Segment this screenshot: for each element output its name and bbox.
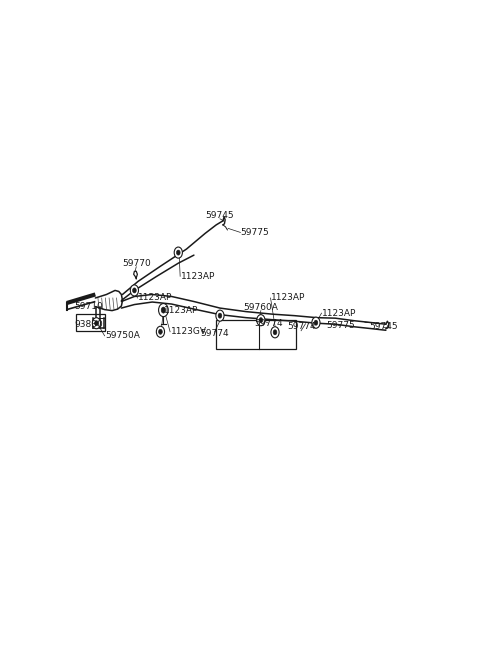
Circle shape — [259, 318, 263, 323]
Text: 59775: 59775 — [326, 321, 355, 330]
Circle shape — [314, 320, 318, 326]
Circle shape — [161, 307, 166, 313]
Text: 1123AP: 1123AP — [181, 272, 215, 281]
Text: 1123GV: 1123GV — [171, 328, 207, 336]
Circle shape — [158, 329, 162, 334]
Circle shape — [177, 250, 180, 255]
Circle shape — [216, 310, 224, 321]
Circle shape — [158, 303, 168, 316]
Text: 59745: 59745 — [369, 322, 398, 331]
Circle shape — [312, 317, 320, 328]
Text: 59774: 59774 — [288, 322, 316, 331]
Circle shape — [130, 285, 139, 296]
Circle shape — [92, 318, 100, 329]
Text: 59745: 59745 — [205, 211, 234, 220]
Text: 59770: 59770 — [122, 259, 151, 268]
Text: 1123AP: 1123AP — [138, 293, 172, 303]
Text: 1123AP: 1123AP — [271, 293, 306, 303]
Circle shape — [257, 314, 265, 326]
Circle shape — [273, 329, 277, 335]
Text: 93830: 93830 — [75, 320, 103, 329]
Text: 59760A: 59760A — [243, 303, 278, 312]
Bar — [216, 320, 296, 349]
Circle shape — [156, 326, 165, 337]
Circle shape — [174, 247, 182, 258]
Circle shape — [132, 288, 136, 293]
Text: 59774: 59774 — [254, 319, 283, 328]
Bar — [76, 314, 106, 331]
Text: 1123AP: 1123AP — [164, 306, 199, 315]
Circle shape — [271, 327, 279, 338]
Text: 59775: 59775 — [240, 228, 269, 237]
Text: 59750A: 59750A — [106, 331, 140, 341]
Text: 59774: 59774 — [200, 329, 228, 338]
Circle shape — [218, 313, 222, 318]
Text: 1123AP: 1123AP — [322, 309, 357, 318]
Text: 59710: 59710 — [75, 302, 103, 311]
Circle shape — [95, 321, 98, 326]
